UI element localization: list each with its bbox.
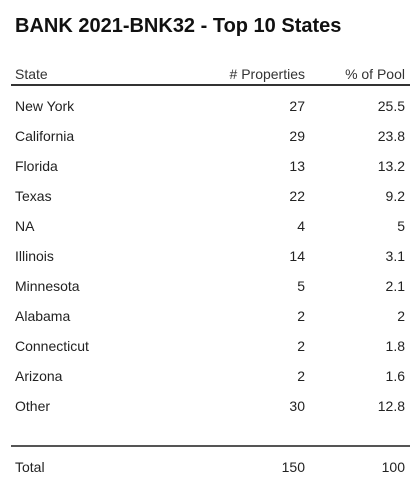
cell-pct: 2 xyxy=(397,308,405,324)
table-header: State # Properties % of Pool xyxy=(13,66,410,84)
header-state: State xyxy=(15,66,48,82)
table-body: New York 27 25.5 California 29 23.8 Flor… xyxy=(13,96,410,426)
cell-properties: 22 xyxy=(289,188,305,204)
cell-state: Texas xyxy=(15,188,52,204)
total-divider xyxy=(11,445,410,447)
table-row: Illinois 14 3.1 xyxy=(13,246,410,276)
cell-state: NA xyxy=(15,218,35,234)
total-properties: 150 xyxy=(281,459,305,475)
cell-pct: 1.6 xyxy=(385,368,405,384)
cell-properties: 2 xyxy=(297,308,305,324)
table-row: Minnesota 5 2.1 xyxy=(13,276,410,306)
cell-pct: 23.8 xyxy=(377,128,405,144)
cell-pct: 3.1 xyxy=(385,248,405,264)
cell-properties: 30 xyxy=(289,398,305,414)
cell-pct: 9.2 xyxy=(385,188,405,204)
table-row: California 29 23.8 xyxy=(13,126,410,156)
total-row: Total 150 100 xyxy=(13,457,410,477)
header-pct-pool: % of Pool xyxy=(345,66,405,82)
table-row: Connecticut 2 1.8 xyxy=(13,336,410,366)
cell-state: New York xyxy=(15,98,75,114)
total-pct: 100 xyxy=(381,459,405,475)
cell-pct: 2.1 xyxy=(385,278,405,294)
cell-state: Arizona xyxy=(15,368,63,384)
cell-state: Other xyxy=(15,398,51,414)
header-properties: # Properties xyxy=(229,66,305,82)
cell-properties: 13 xyxy=(289,158,305,174)
cell-pct: 1.8 xyxy=(385,338,405,354)
cell-pct: 13.2 xyxy=(377,158,405,174)
table-row: Alabama 2 2 xyxy=(13,306,410,336)
cell-state: Florida xyxy=(15,158,58,174)
table-row: Other 30 12.8 xyxy=(13,396,410,426)
cell-state: Connecticut xyxy=(15,338,89,354)
table-row: NA 4 5 xyxy=(13,216,410,246)
cell-pct: 5 xyxy=(397,218,405,234)
cell-properties: 29 xyxy=(289,128,305,144)
cell-properties: 27 xyxy=(289,98,305,114)
cell-properties: 5 xyxy=(297,278,305,294)
cell-properties: 4 xyxy=(297,218,305,234)
total-label: Total xyxy=(15,459,45,475)
cell-state: Illinois xyxy=(15,248,54,264)
cell-properties: 2 xyxy=(297,368,305,384)
cell-state: Alabama xyxy=(15,308,71,324)
cell-state: California xyxy=(15,128,75,144)
table-row: New York 27 25.5 xyxy=(13,96,410,126)
cell-properties: 2 xyxy=(297,338,305,354)
table-row: Arizona 2 1.6 xyxy=(13,366,410,396)
table-row: Florida 13 13.2 xyxy=(13,156,410,186)
cell-pct: 25.5 xyxy=(377,98,405,114)
cell-pct: 12.8 xyxy=(377,398,405,414)
page-title: BANK 2021-BNK32 - Top 10 States xyxy=(15,15,342,37)
cell-state: Minnesota xyxy=(15,278,80,294)
header-divider xyxy=(11,84,410,86)
cell-properties: 14 xyxy=(289,248,305,264)
table-row: Texas 22 9.2 xyxy=(13,186,410,216)
